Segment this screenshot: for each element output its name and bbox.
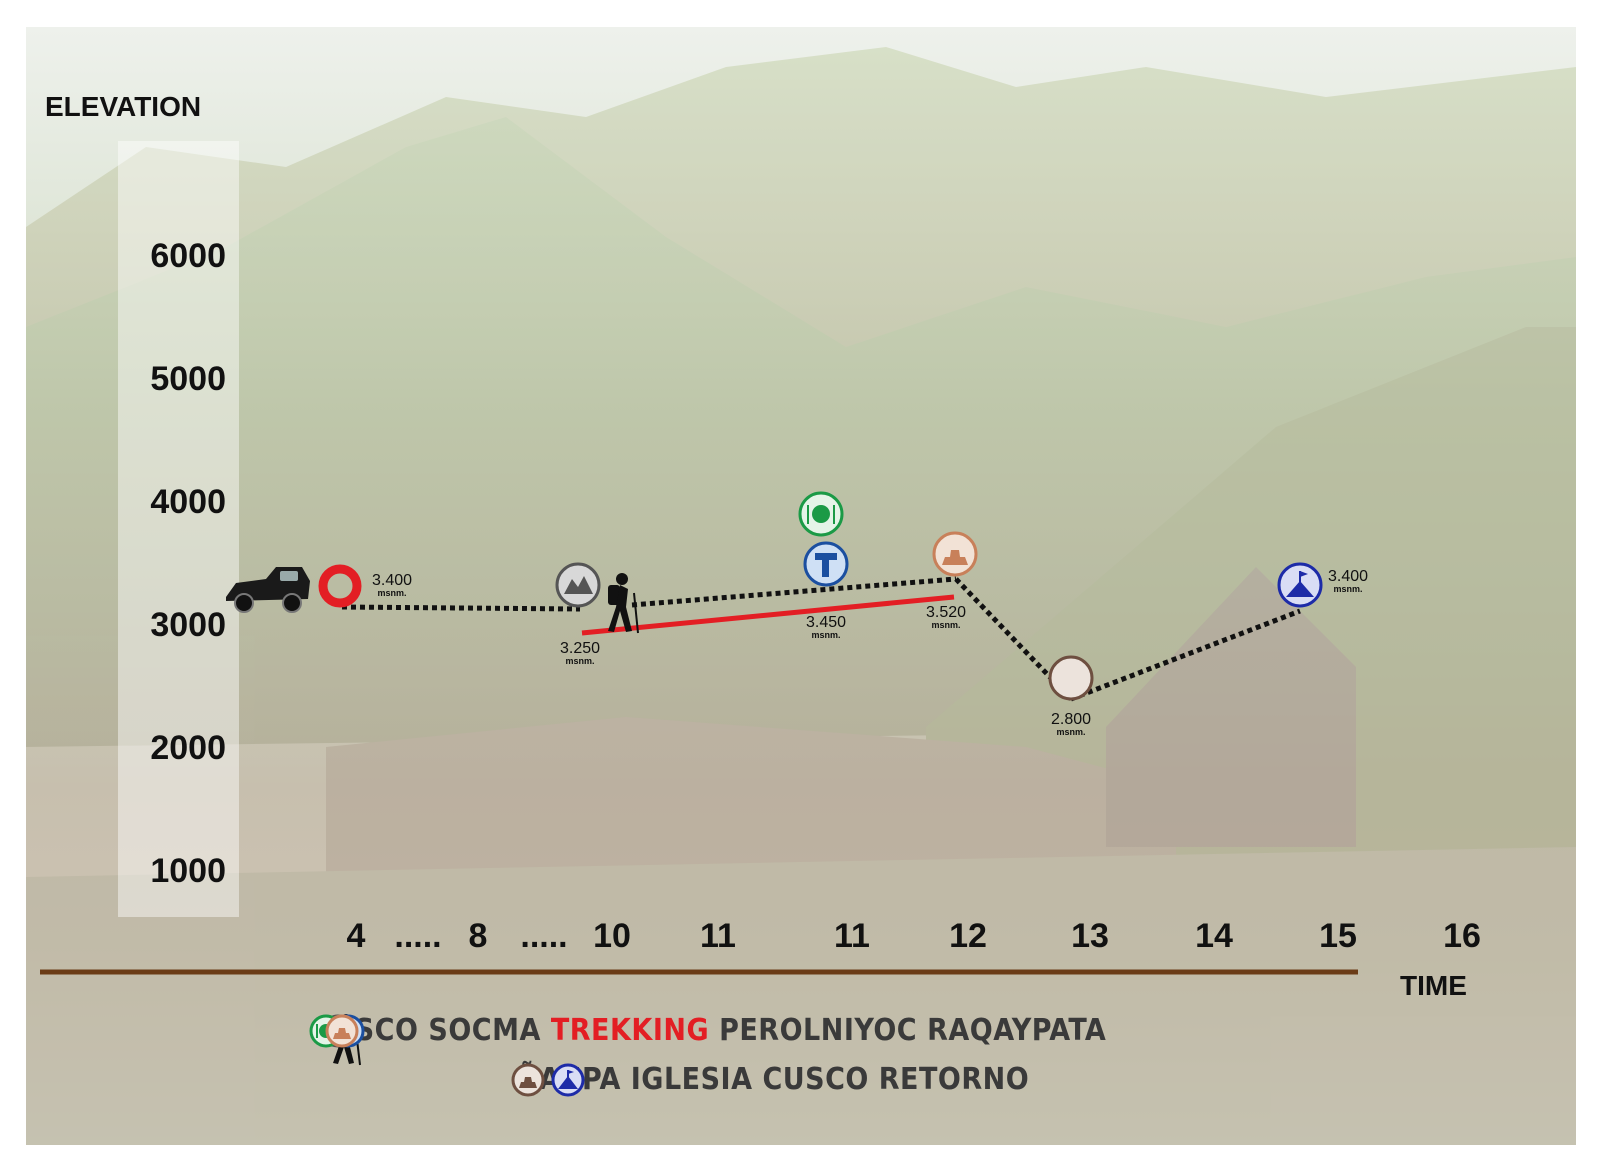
restaurant-icon bbox=[798, 491, 844, 537]
mountain-background bbox=[26, 47, 1576, 1145]
y-tick-label: 4000 bbox=[150, 483, 226, 521]
route-dotted-segment bbox=[631, 576, 957, 608]
elevation-unit-label: msnm. bbox=[1056, 727, 1085, 737]
summit-flag-icon bbox=[551, 1063, 585, 1097]
legend-cusco-retorno: CUSCO RETORNO bbox=[762, 1062, 1030, 1097]
legend-trekking: TREKKING bbox=[550, 1013, 710, 1048]
legend-raqaypata: RAQAYPATA bbox=[927, 1013, 1107, 1048]
trek-segment bbox=[581, 594, 955, 636]
cusco-ring-icon bbox=[318, 564, 362, 608]
route-dotted-segment bbox=[1070, 608, 1301, 702]
ruins-icon bbox=[325, 1014, 359, 1048]
elevation-label: 3.250 bbox=[560, 640, 600, 657]
elevation-chart: 6000 5000 4000 3000 2000 1000 4..... 8..... 10 1… bbox=[26, 47, 1576, 1145]
mountain-village-icon bbox=[555, 562, 601, 608]
x-tick-label: 15 bbox=[1319, 917, 1357, 955]
x-tick-label: 11 bbox=[700, 917, 736, 955]
route-dotted-segment bbox=[341, 604, 581, 612]
x-tick-label: 8 bbox=[469, 917, 488, 955]
x-tick-label: 14 bbox=[1195, 917, 1233, 955]
elevation-label: 3.400 bbox=[1328, 568, 1368, 585]
y-tick-label: 3000 bbox=[150, 606, 226, 644]
waterfall-icon bbox=[803, 541, 849, 587]
elevation-axis-panel bbox=[118, 141, 239, 917]
elevation-label: 2.800 bbox=[1051, 711, 1091, 728]
x-tick-label: 16 bbox=[1443, 917, 1481, 955]
elevation-label: 3.450 bbox=[806, 614, 846, 631]
y-tick-label: 5000 bbox=[150, 360, 226, 398]
hiker-icon bbox=[608, 573, 639, 634]
x-tick-label: 12 bbox=[949, 917, 987, 955]
legend-row-1: CUSCO SOCMA TREKKING PEROLNIYOC RAQAYPAT… bbox=[309, 1013, 1107, 1066]
x-tick-label: ..... bbox=[394, 917, 441, 955]
elevation-label: 3.520 bbox=[926, 604, 966, 621]
y-tick-label: 2000 bbox=[150, 729, 226, 767]
chart-frame: 6000 5000 4000 3000 2000 1000 4..... 8..... 10 1… bbox=[26, 27, 1576, 1145]
y-axis-title: ELEVATION bbox=[45, 91, 202, 122]
x-tick-label: 4 bbox=[347, 917, 366, 955]
x-axis-title: TIME bbox=[1400, 970, 1467, 1001]
elevation-unit-label: msnm. bbox=[931, 620, 960, 630]
elevation-unit-label: msnm. bbox=[377, 588, 406, 598]
x-tick-label: 11 bbox=[834, 917, 870, 955]
elevation-unit-label: msnm. bbox=[1333, 584, 1362, 594]
x-tick-label: 10 bbox=[593, 917, 631, 955]
elevation-label: 3.400 bbox=[372, 572, 412, 589]
ruins-icon bbox=[932, 531, 978, 577]
legend-socma: SOCMA bbox=[428, 1013, 541, 1048]
summit-flag-icon bbox=[1277, 562, 1323, 608]
temple-icon bbox=[1048, 655, 1094, 701]
elevation-unit-label: msnm. bbox=[811, 630, 840, 640]
pickup-truck-icon bbox=[226, 567, 310, 613]
y-tick-label: 6000 bbox=[150, 237, 226, 275]
x-tick-label: ..... bbox=[520, 917, 567, 955]
y-tick-label: 1000 bbox=[150, 852, 226, 890]
elevation-unit-label: msnm. bbox=[565, 656, 594, 666]
temple-icon bbox=[511, 1063, 545, 1097]
x-tick-label: 13 bbox=[1071, 917, 1109, 955]
legend-perolniyoc: PEROLNIYOC bbox=[719, 1013, 918, 1048]
legend-row-2: ÑAUPA IGLESIA CUSCO RETORNO bbox=[510, 1062, 1029, 1097]
